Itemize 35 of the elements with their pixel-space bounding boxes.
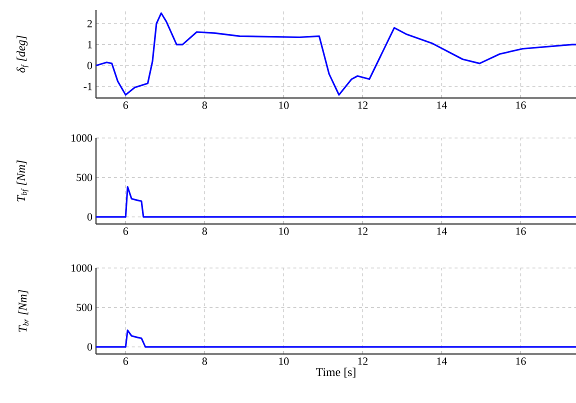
x-tick-label: 8 [202, 228, 207, 235]
y-tick-label: 0 [87, 343, 92, 351]
y-axis-title: δ$_{f}$ [deg] [16, 36, 28, 73]
y-tick-label: 1000 [72, 134, 92, 142]
y-tick-label: 500 [76, 174, 92, 182]
line-series [96, 186, 576, 218]
x-tick-label: 12 [358, 358, 368, 365]
y-tick-label: 1 [88, 40, 92, 48]
x-tick-label: 12 [358, 102, 368, 109]
y-tick-label: 0 [87, 213, 92, 221]
x-tick-label: 10 [279, 102, 289, 109]
x-tick-label: 10 [279, 228, 289, 235]
y-tick-label: -1 [84, 82, 92, 90]
line-series [96, 330, 576, 348]
y-tick-label: 1000 [72, 264, 92, 272]
x-axis-title: Time [s] [316, 368, 356, 378]
x-tick-label: 6 [123, 102, 128, 109]
x-tick-label: 14 [437, 102, 447, 109]
x-tick-label: 16 [516, 228, 526, 235]
line-series [96, 12, 576, 96]
x-tick-label: 8 [202, 358, 207, 365]
y-tick-label: 500 [76, 304, 92, 312]
x-tick-label: 14 [437, 358, 447, 365]
x-tick-label: 16 [516, 102, 526, 109]
x-tick-label: 6 [123, 358, 128, 365]
x-tick-label: 12 [358, 228, 368, 235]
x-tick-label: 10 [279, 358, 289, 365]
y-tick-label: 2 [87, 20, 92, 28]
x-tick-label: 14 [437, 228, 447, 235]
x-tick-label: 6 [123, 228, 128, 235]
y-axis-title: T$_{br}$ [Nm] [18, 290, 28, 332]
y-axis-title: T$_{bf}$ [Nm] [16, 160, 28, 202]
x-tick-label: 8 [202, 102, 207, 109]
y-tick-label: 0 [87, 62, 92, 70]
x-tick-label: 16 [516, 358, 526, 365]
